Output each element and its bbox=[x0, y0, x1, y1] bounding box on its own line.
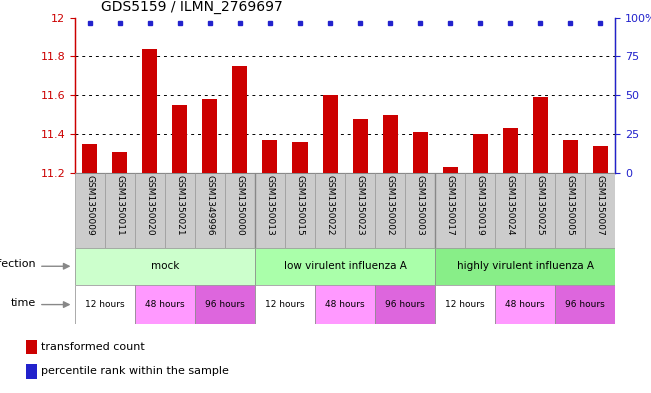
Text: time: time bbox=[10, 298, 36, 308]
Text: low virulent influenza A: low virulent influenza A bbox=[284, 261, 406, 271]
Bar bbox=[555, 173, 585, 248]
Text: 48 hours: 48 hours bbox=[145, 300, 185, 309]
Bar bbox=[255, 285, 315, 324]
Bar bbox=[435, 285, 495, 324]
Bar bbox=[255, 248, 435, 285]
Bar bbox=[443, 167, 458, 173]
Bar bbox=[533, 97, 547, 173]
Bar bbox=[75, 285, 135, 324]
Bar bbox=[322, 95, 337, 173]
Bar bbox=[143, 49, 158, 173]
Bar bbox=[383, 115, 398, 173]
Text: 48 hours: 48 hours bbox=[326, 300, 365, 309]
Bar bbox=[585, 173, 615, 248]
Bar bbox=[232, 66, 247, 173]
Text: GSM1350019: GSM1350019 bbox=[476, 175, 484, 236]
Text: 96 hours: 96 hours bbox=[205, 300, 245, 309]
Bar bbox=[75, 248, 255, 285]
Bar bbox=[495, 173, 525, 248]
Text: GSM1350022: GSM1350022 bbox=[326, 175, 335, 236]
Text: 96 hours: 96 hours bbox=[385, 300, 425, 309]
Text: GSM1350011: GSM1350011 bbox=[115, 175, 124, 236]
Bar bbox=[135, 285, 195, 324]
Text: GSM1350007: GSM1350007 bbox=[596, 175, 605, 236]
Bar bbox=[562, 140, 577, 173]
Text: GSM1350015: GSM1350015 bbox=[296, 175, 305, 236]
Text: 96 hours: 96 hours bbox=[565, 300, 605, 309]
Text: GSM1350002: GSM1350002 bbox=[385, 175, 395, 236]
Text: highly virulent influenza A: highly virulent influenza A bbox=[456, 261, 594, 271]
Text: GSM1350005: GSM1350005 bbox=[566, 175, 575, 236]
Text: GSM1350017: GSM1350017 bbox=[445, 175, 454, 236]
Text: GSM1350020: GSM1350020 bbox=[145, 175, 154, 236]
Bar bbox=[592, 146, 607, 173]
Bar bbox=[135, 173, 165, 248]
Bar bbox=[525, 173, 555, 248]
Text: 48 hours: 48 hours bbox=[505, 300, 545, 309]
Bar bbox=[113, 152, 128, 173]
Bar bbox=[195, 285, 255, 324]
Text: GSM1350013: GSM1350013 bbox=[266, 175, 275, 236]
Text: transformed count: transformed count bbox=[41, 342, 145, 352]
Bar bbox=[25, 364, 36, 379]
Bar bbox=[292, 142, 307, 173]
Bar bbox=[315, 285, 375, 324]
Text: 12 hours: 12 hours bbox=[85, 300, 125, 309]
Text: GSM1350025: GSM1350025 bbox=[536, 175, 545, 236]
Text: GSM1349996: GSM1349996 bbox=[206, 175, 214, 236]
Bar bbox=[353, 119, 368, 173]
Bar bbox=[173, 105, 187, 173]
Bar bbox=[202, 99, 217, 173]
Bar bbox=[555, 285, 615, 324]
Text: GDS5159 / ILMN_2769697: GDS5159 / ILMN_2769697 bbox=[101, 0, 283, 14]
Bar bbox=[495, 285, 555, 324]
Bar bbox=[105, 173, 135, 248]
Bar bbox=[435, 248, 615, 285]
Bar bbox=[375, 285, 435, 324]
Bar bbox=[83, 144, 98, 173]
Bar bbox=[375, 173, 405, 248]
Bar bbox=[262, 140, 277, 173]
Text: GSM1350021: GSM1350021 bbox=[175, 175, 184, 236]
Text: GSM1350003: GSM1350003 bbox=[415, 175, 424, 236]
Text: GSM1350009: GSM1350009 bbox=[85, 175, 94, 236]
Bar bbox=[25, 340, 36, 354]
Text: mock: mock bbox=[151, 261, 179, 271]
Bar bbox=[413, 132, 428, 173]
Text: GSM1350024: GSM1350024 bbox=[506, 175, 515, 236]
Text: GSM1350000: GSM1350000 bbox=[236, 175, 245, 236]
Bar bbox=[255, 173, 285, 248]
Bar bbox=[473, 134, 488, 173]
Bar bbox=[225, 173, 255, 248]
Text: 12 hours: 12 hours bbox=[445, 300, 485, 309]
Text: GSM1350023: GSM1350023 bbox=[355, 175, 365, 236]
Bar bbox=[503, 128, 518, 173]
Bar bbox=[315, 173, 345, 248]
Bar bbox=[285, 173, 315, 248]
Bar bbox=[435, 173, 465, 248]
Text: infection: infection bbox=[0, 259, 36, 269]
Bar bbox=[465, 173, 495, 248]
Bar bbox=[345, 173, 375, 248]
Bar bbox=[195, 173, 225, 248]
Bar bbox=[165, 173, 195, 248]
Text: 12 hours: 12 hours bbox=[265, 300, 305, 309]
Bar bbox=[405, 173, 435, 248]
Text: percentile rank within the sample: percentile rank within the sample bbox=[41, 366, 229, 376]
Bar bbox=[75, 173, 105, 248]
